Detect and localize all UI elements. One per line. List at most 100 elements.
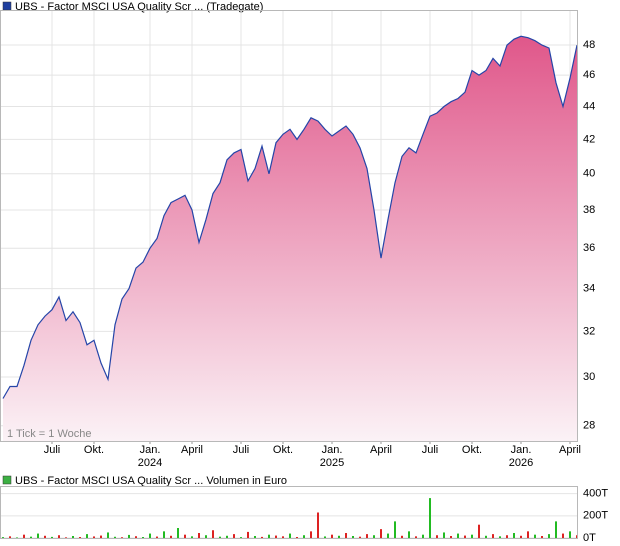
x-tick-label-line: Jan. — [511, 444, 532, 456]
volume-bar — [352, 536, 354, 538]
volume-bar — [135, 536, 137, 538]
volume-bar — [114, 536, 116, 538]
volume-bar — [212, 530, 214, 538]
x-tick-label: Okt. — [84, 444, 104, 456]
volume-bar — [142, 537, 144, 538]
volume-bar — [65, 537, 67, 538]
volume-bar — [380, 529, 382, 538]
x-tick-label-line: April — [181, 444, 203, 456]
volume-bar — [86, 534, 88, 538]
x-tick-label: Juli — [44, 444, 61, 456]
volume-bar — [569, 531, 571, 538]
volume-bar — [359, 536, 361, 538]
volume-bar — [261, 536, 263, 538]
x-tick-label-line: Okt. — [84, 444, 104, 456]
volume-bar — [499, 536, 501, 538]
legend-swatch — [2, 1, 12, 11]
x-tick-label-line: Jan. — [140, 444, 161, 456]
volume-bar — [443, 532, 445, 538]
volume-bar — [555, 521, 557, 538]
y-tick-label: 46 — [583, 69, 595, 81]
volume-bar — [303, 535, 305, 538]
volume-bar — [478, 524, 480, 538]
volume-bar — [310, 531, 312, 538]
y-tick-label: 30 — [583, 371, 595, 383]
volume-bar — [520, 535, 522, 538]
volume-bar — [254, 536, 256, 538]
volume-bar — [226, 535, 228, 538]
volume-bar — [450, 536, 452, 538]
x-tick-label: Okt. — [273, 444, 293, 456]
volume-bar — [394, 521, 396, 538]
volume-bar — [492, 534, 494, 538]
volume-bar — [58, 535, 60, 538]
x-tick-label-line: Juli — [233, 444, 250, 456]
volume-bar — [163, 531, 165, 538]
legend-swatch — [2, 475, 12, 485]
x-tick-label-line: Okt. — [462, 444, 482, 456]
volume-bar — [296, 537, 298, 538]
volume-bar — [198, 533, 200, 538]
x-tick-label: Juli — [422, 444, 439, 456]
volume-bar — [240, 537, 242, 538]
volume-bar — [170, 535, 172, 538]
volume-bar — [548, 534, 550, 538]
volume-bar — [527, 531, 529, 538]
volume-bar — [401, 535, 403, 538]
x-tick-label: April — [559, 444, 581, 456]
x-tick-label: Okt. — [462, 444, 482, 456]
volume-bar — [464, 535, 466, 538]
y-tick-label: 48 — [583, 39, 595, 51]
volume-bar — [534, 534, 536, 538]
x-tick-label-line: 2024 — [138, 457, 162, 469]
y-tick-label: 40 — [583, 168, 595, 180]
volume-bar — [436, 535, 438, 538]
volume-bar — [51, 536, 53, 538]
plot-frame — [0, 10, 578, 442]
volume-bar — [177, 528, 179, 538]
volume-bar — [282, 536, 284, 538]
volume-bar — [72, 536, 74, 538]
volume-bar — [338, 535, 340, 538]
x-tick-label: Jan. 2026 — [509, 444, 533, 469]
x-tick-label-line: 2025 — [320, 457, 344, 469]
x-tick-label-line: 2026 — [509, 457, 533, 469]
volume-bar — [30, 536, 32, 538]
volume-bar — [408, 531, 410, 538]
plot-frame — [0, 486, 578, 539]
y-tick-label: 32 — [583, 325, 595, 337]
volume-bar — [205, 535, 207, 538]
chart-title: UBS - Factor MSCI USA Quality Scr ... (T… — [15, 1, 263, 13]
x-tick-label: April — [181, 444, 203, 456]
volume-bar — [422, 534, 424, 538]
volume-bar — [149, 533, 151, 538]
x-tick-label-line: April — [370, 444, 392, 456]
y-tick-label: 42 — [583, 133, 595, 145]
volume-bar — [156, 536, 158, 538]
x-tick-label: Juli — [233, 444, 250, 456]
volume-bar — [387, 533, 389, 538]
volume-bar — [184, 534, 186, 538]
volume-bar — [191, 536, 193, 538]
volume-bar — [324, 536, 326, 538]
volume-bar — [23, 534, 25, 538]
x-tick-label-line: Juli — [422, 444, 439, 456]
y-tick-label: 34 — [583, 282, 595, 294]
x-tick-label: Jan. 2024 — [138, 444, 162, 469]
tick-note: 1 Tick = 1 Woche — [7, 428, 91, 440]
volume-bar — [366, 534, 368, 538]
volume-bar — [275, 535, 277, 538]
volume-bar — [2, 537, 4, 538]
volume-bar — [247, 531, 249, 538]
volume-bar — [345, 533, 347, 538]
x-tick-label-line: Okt. — [273, 444, 293, 456]
volume-bar — [485, 535, 487, 538]
y-tick-label: 400T — [583, 488, 608, 500]
volume-bar — [268, 534, 270, 538]
x-tick-label: Jan. 2025 — [320, 444, 344, 469]
volume-bar — [471, 534, 473, 538]
x-tick-label-line: Juli — [44, 444, 61, 456]
volume-bar — [562, 533, 564, 538]
volume-bar — [9, 536, 11, 538]
x-tick-label: April — [370, 444, 392, 456]
